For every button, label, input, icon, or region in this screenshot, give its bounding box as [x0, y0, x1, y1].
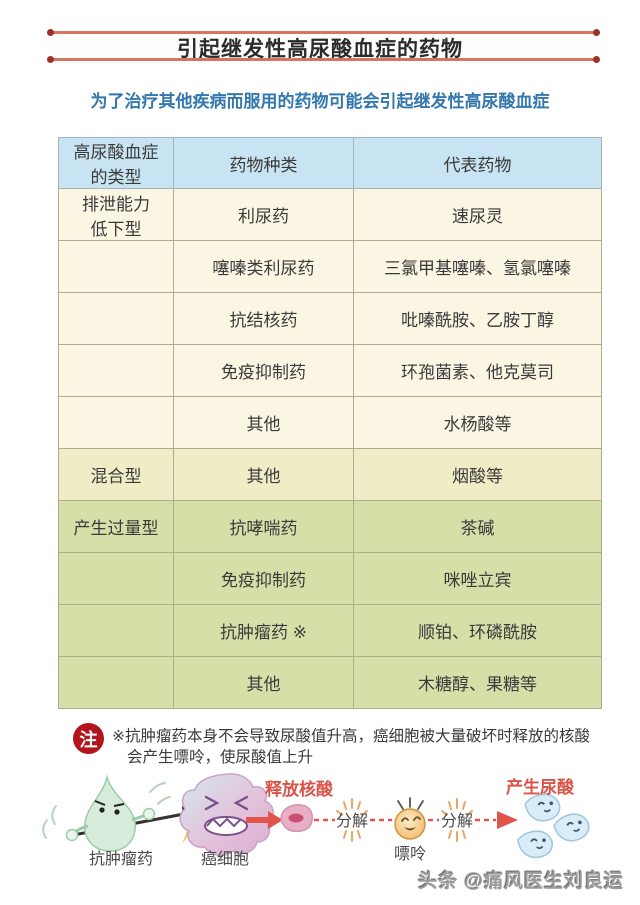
header-examples: 代表药物 — [353, 137, 602, 189]
cell-type — [58, 344, 174, 397]
cell-type: 排泄能力 低下型 — [58, 188, 174, 241]
cell-drug-class: 免疫抑制药 — [173, 344, 354, 397]
cell-examples: 顺铂、环磷酰胺 — [353, 604, 602, 657]
label-purine: 嘌呤 — [394, 845, 426, 863]
cell-examples: 咪唑立宾 — [353, 552, 602, 605]
cancer-cell-character — [179, 773, 274, 857]
label-decompose-2: 分解 — [441, 812, 473, 830]
cell-type — [58, 396, 174, 449]
cell-examples: 环孢菌素、他克莫司 — [353, 344, 602, 397]
table-row: 混合型 其他 烟酸等 — [58, 448, 602, 501]
label-drug: 抗肿瘤药 — [89, 850, 153, 868]
note-line-2: 会产生嘌呤，使尿酸值上升 — [127, 749, 314, 766]
cell-examples: 木糖醇、果糖等 — [353, 656, 602, 709]
drug-drop-character — [65, 774, 156, 852]
cell-drug-class: 其他 — [173, 656, 354, 709]
table-row: 免疫抑制药 咪唑立宾 — [58, 552, 602, 605]
cell-type — [58, 656, 174, 709]
cell-type: 混合型 — [58, 448, 174, 501]
cell-drug-class: 抗结核药 — [173, 292, 354, 345]
cell-type: 产生过量型 — [58, 500, 174, 553]
header-drug-class: 药物种类 — [173, 137, 354, 189]
header-type: 高尿酸血症 的类型 — [58, 137, 174, 189]
note-line-1: ※抗肿瘤药本身不会导致尿酸值升高，癌细胞被大量破坏时释放的核酸 — [112, 728, 590, 745]
cell-type — [58, 604, 174, 657]
produce-arrowhead-icon — [497, 811, 518, 829]
note-text: ※抗肿瘤药本身不会导致尿酸值升高，癌细胞被大量破坏时释放的核酸 会产生嘌呤，使尿… — [112, 726, 592, 768]
cell-drug-class: 抗肿瘤药 ※ — [173, 604, 354, 657]
table-row: 噻嗪类利尿药 三氯甲基噻嗪、氢氯噻嗪 — [58, 240, 602, 293]
cell-examples: 三氯甲基噻嗪、氢氯噻嗪 — [353, 240, 602, 293]
cell-examples: 水杨酸等 — [353, 396, 602, 449]
cell-type — [58, 552, 174, 605]
table-row: 免疫抑制药 环孢菌素、他克莫司 — [58, 344, 602, 397]
label-cancer-cell: 癌细胞 — [201, 850, 249, 868]
table-row: 抗肿瘤药 ※ 顺铂、环磷酰胺 — [58, 604, 602, 657]
purine-character — [394, 797, 426, 840]
watermark: 头条 @痛风医生刘良运 — [418, 871, 624, 892]
release-arrow-icon — [246, 811, 283, 829]
nucleic-acid-icon — [280, 804, 314, 833]
page-title: 引起继发性高尿酸血症的药物 — [177, 38, 463, 61]
table-row: 其他 木糖醇、果糖等 — [58, 656, 602, 709]
label-decompose-1: 分解 — [336, 812, 368, 830]
drug-table: 高尿酸血症 的类型 药物种类 代表药物 排泄能力 低下型 利尿药 速尿灵 噻嗪类利尿药… — [58, 137, 602, 709]
label-produce: 产生尿酸 — [506, 777, 575, 797]
cell-drug-class: 抗哮喘药 — [173, 500, 354, 553]
cell-drug-class: 利尿药 — [173, 188, 354, 241]
uric-acid-drops — [517, 793, 590, 859]
table-row: 抗结核药 吡嗪酰胺、乙胺丁醇 — [58, 292, 602, 345]
title-rule-top — [47, 29, 600, 36]
cell-drug-class: 其他 — [173, 448, 354, 501]
cell-examples: 速尿灵 — [353, 188, 602, 241]
cell-examples: 烟酸等 — [353, 448, 602, 501]
table-row: 产生过量型 抗哮喘药 茶碱 — [58, 500, 602, 553]
title-rule-bottom — [47, 56, 600, 63]
cell-drug-class: 免疫抑制药 — [173, 552, 354, 605]
cell-type — [58, 240, 174, 293]
motion-lines — [42, 782, 171, 839]
cell-type — [58, 292, 174, 345]
drug-table-body: 排泄能力 低下型 利尿药 速尿灵 噻嗪类利尿药 三氯甲基噻嗪、氢氯噻嗪 抗结核药 吡嗪酰胺、… — [58, 188, 602, 709]
cell-drug-class: 其他 — [173, 396, 354, 449]
note-badge: 注 — [73, 723, 104, 754]
process-illustration: 抗肿瘤药 癌细胞 释放核酸 分解 嘌呤 分解 产生尿酸 — [42, 773, 590, 868]
table-header-row: 高尿酸血症 的类型 药物种类 代表药物 — [58, 137, 602, 189]
table-row: 其他 水杨酸等 — [58, 396, 602, 449]
cell-examples: 茶碱 — [353, 500, 602, 553]
page-subtitle: 为了治疗其他疾病而服用的药物可能会引起继发性高尿酸血症 — [90, 92, 550, 111]
cell-drug-class: 噻嗪类利尿药 — [173, 240, 354, 293]
table-row: 排泄能力 低下型 利尿药 速尿灵 — [58, 188, 602, 241]
label-release: 释放核酸 — [265, 779, 334, 799]
cell-examples: 吡嗪酰胺、乙胺丁醇 — [353, 292, 602, 345]
